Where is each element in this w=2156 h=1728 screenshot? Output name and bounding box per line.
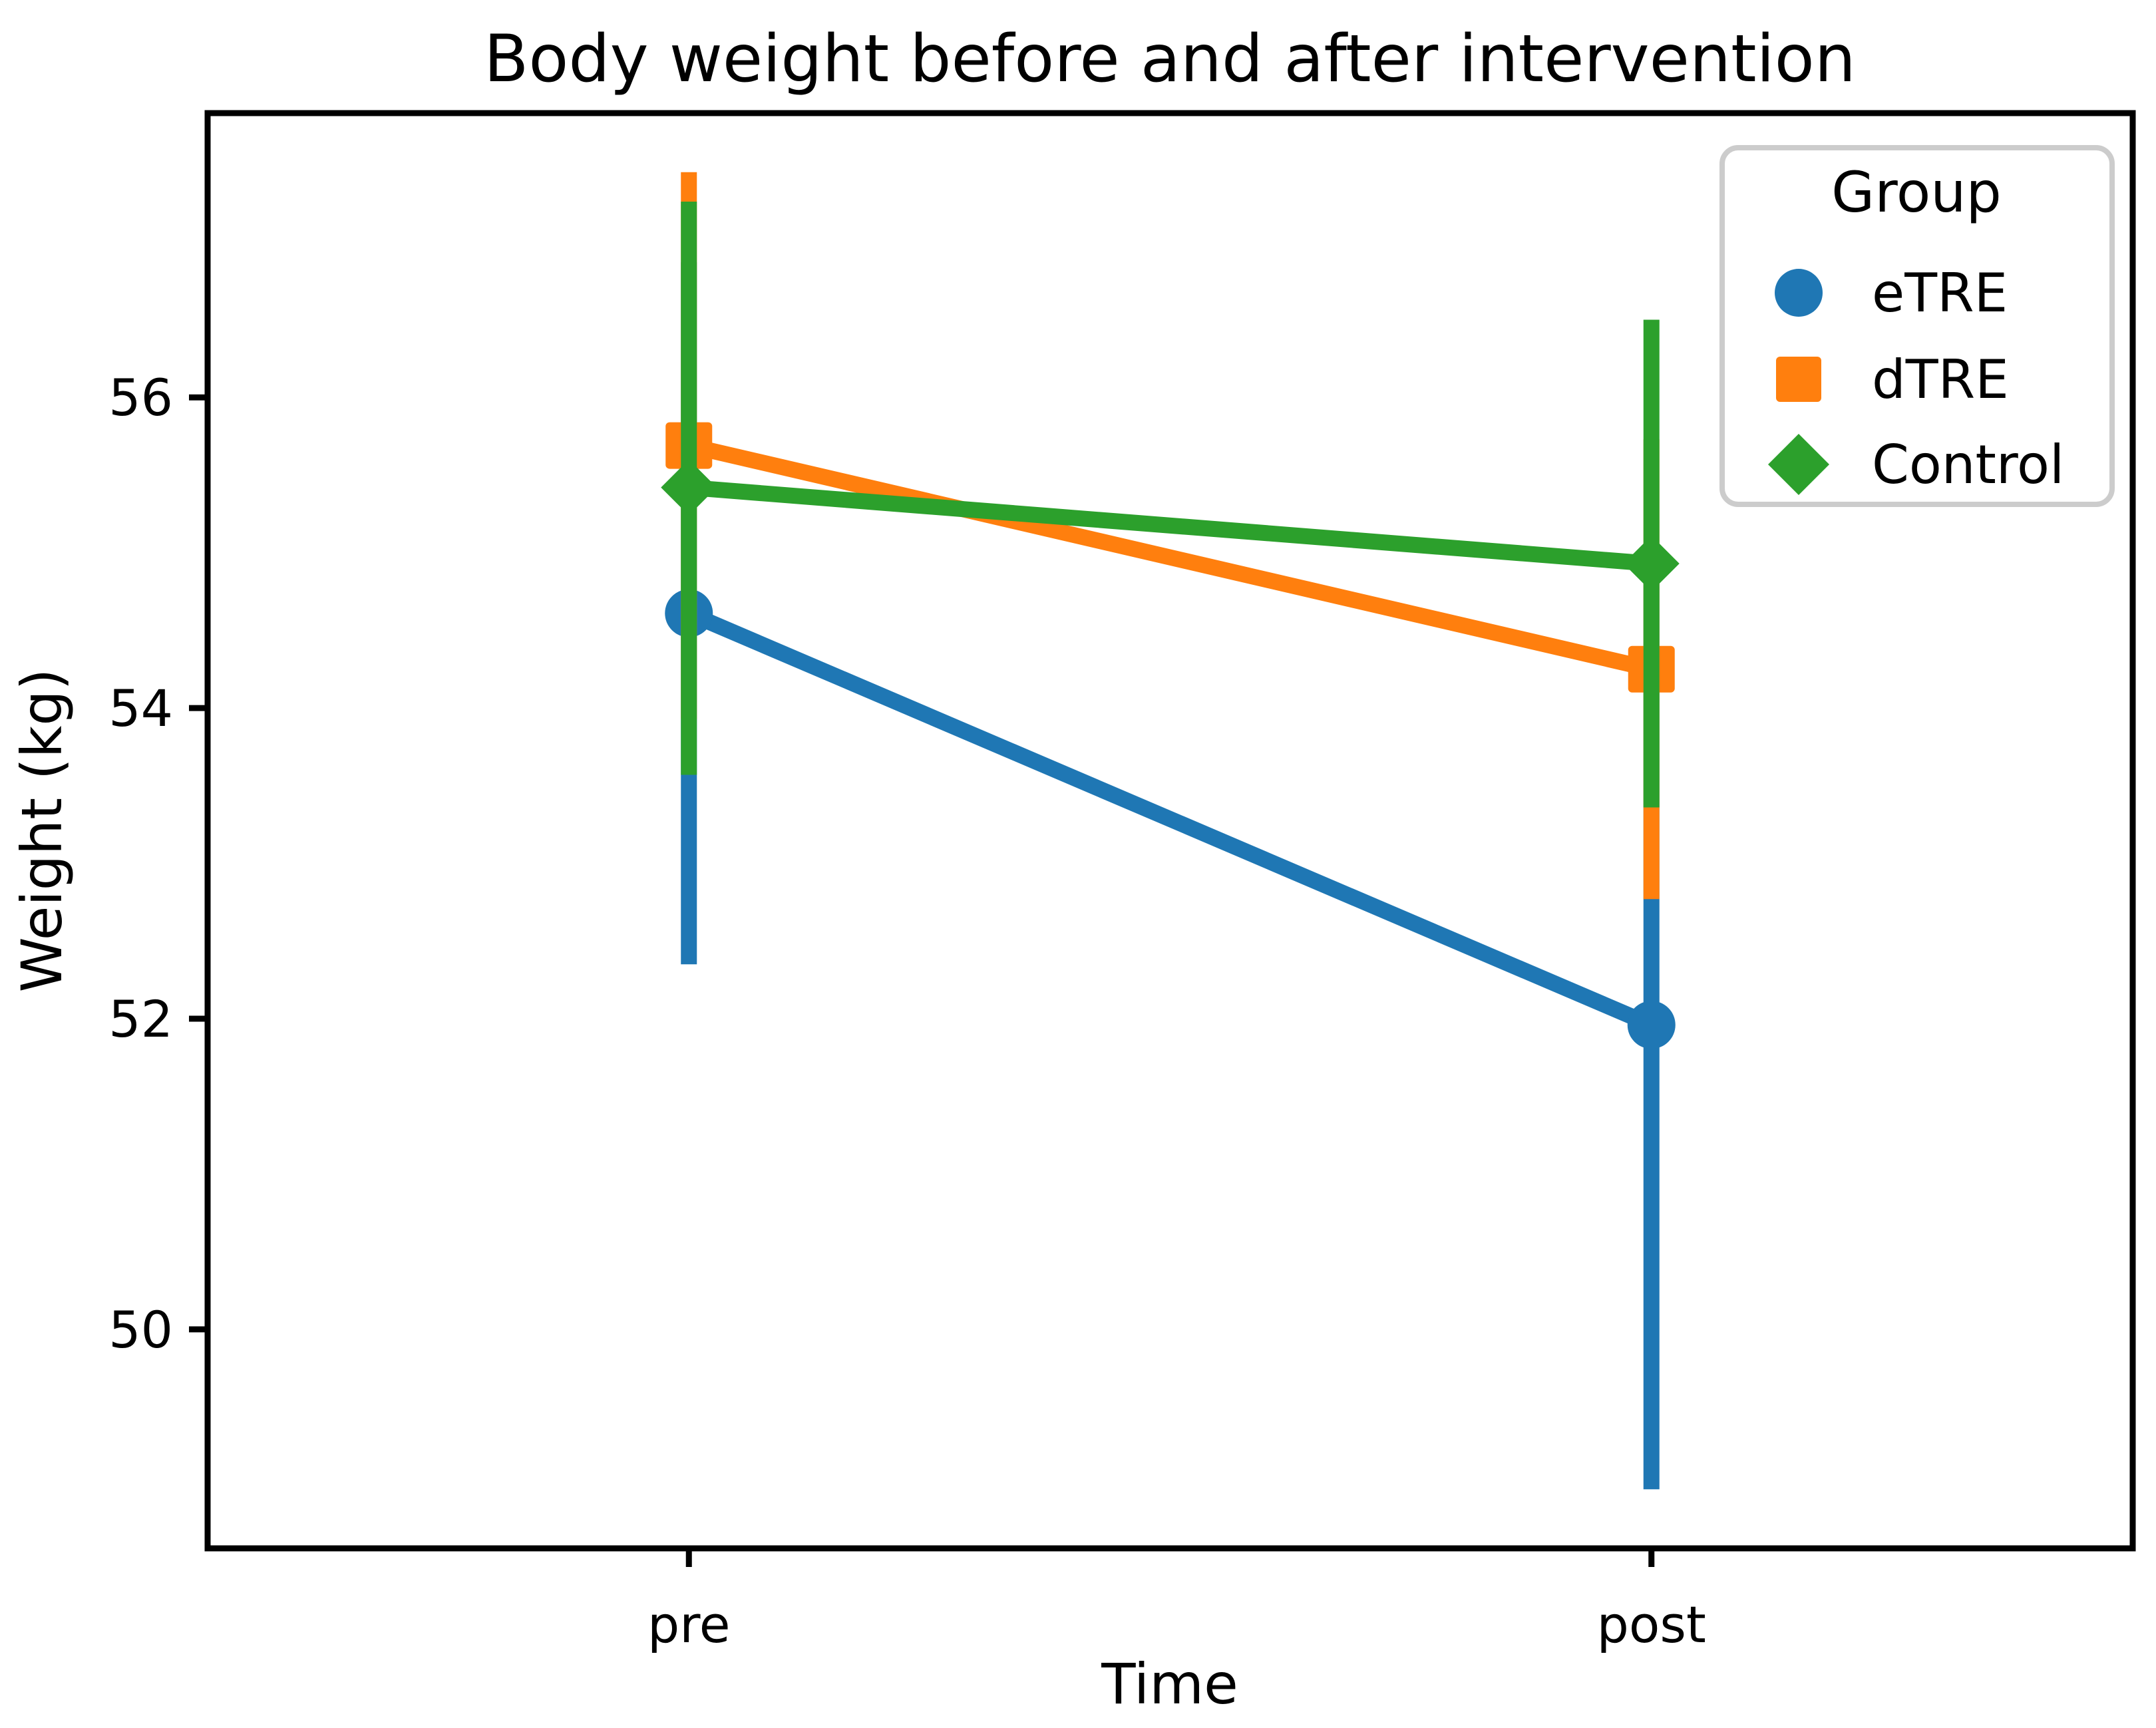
y-axis-label: Weight (kg) <box>9 669 75 993</box>
x-tick-label: pre <box>647 1595 731 1654</box>
plot-data-layer <box>661 172 1680 1490</box>
axes-spines <box>204 110 2136 1552</box>
legend-item-control: Control <box>1768 434 2064 496</box>
legend-item-etre: eTRE <box>1775 262 2008 324</box>
series-line <box>687 437 1654 677</box>
data-marker <box>661 459 717 516</box>
x-tick-label: post <box>1597 1595 1706 1654</box>
legend-label: eTRE <box>1872 262 2008 324</box>
dtre-marker-icon <box>1776 357 1821 402</box>
legend-item-dtre: dTRE <box>1776 349 2009 411</box>
data-marker <box>1623 535 1680 592</box>
y-tick-label: 54 <box>108 679 173 738</box>
y-tick-label: 52 <box>108 989 173 1049</box>
legend-label: dTRE <box>1872 349 2009 411</box>
legend-title: Group <box>1831 160 2002 225</box>
y-tick-label: 56 <box>108 368 173 427</box>
data-marker <box>1627 1001 1676 1049</box>
control-marker-icon <box>1768 434 1829 495</box>
y-tick-label: 50 <box>108 1300 173 1359</box>
x-tick-labels: pre post <box>647 1595 1706 1654</box>
axis-ticks <box>189 394 1655 1567</box>
y-tick-labels: 50 52 54 56 <box>108 368 173 1359</box>
series-line <box>688 479 1652 572</box>
chart-title: Body weight before and after interventio… <box>484 21 1856 97</box>
legend-label: Control <box>1872 434 2064 496</box>
x-axis-label: Time <box>1101 1651 1238 1717</box>
legend: Group eTRE dTRE Control <box>1719 145 2115 507</box>
series-line <box>685 605 1655 1033</box>
legend-box <box>1719 145 2115 507</box>
etre-marker-icon <box>1775 269 1823 317</box>
